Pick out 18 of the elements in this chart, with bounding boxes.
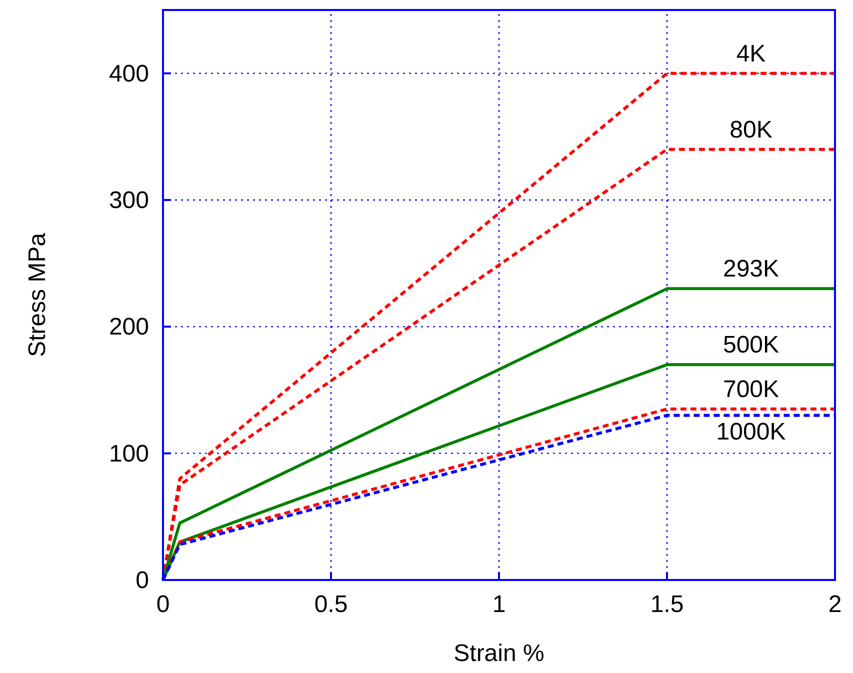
x-tick-label: 0.5 [314,591,348,618]
y-tick-label: 300 [108,187,149,214]
y-tick-label: 400 [108,60,149,88]
series-label: 700K [722,376,780,403]
x-tick-label: 0 [156,591,170,618]
series-label: 293K [722,256,780,283]
y-tick-label: 0 [136,567,149,594]
y-tick-label: 200 [108,314,149,341]
y-axis-title: Stress MPa [24,232,51,358]
series-label: 4K [736,40,766,68]
series-label: 1000K [716,418,786,446]
series-label: 500K [722,332,780,359]
x-tick-label: 1 [492,591,506,618]
x-axis-title: Strain % [454,640,544,667]
x-tick-label: 2 [828,591,842,618]
series-label: 80K [730,116,772,144]
x-tick-label: 1.5 [650,591,684,618]
y-tick-label: 100 [108,440,149,468]
